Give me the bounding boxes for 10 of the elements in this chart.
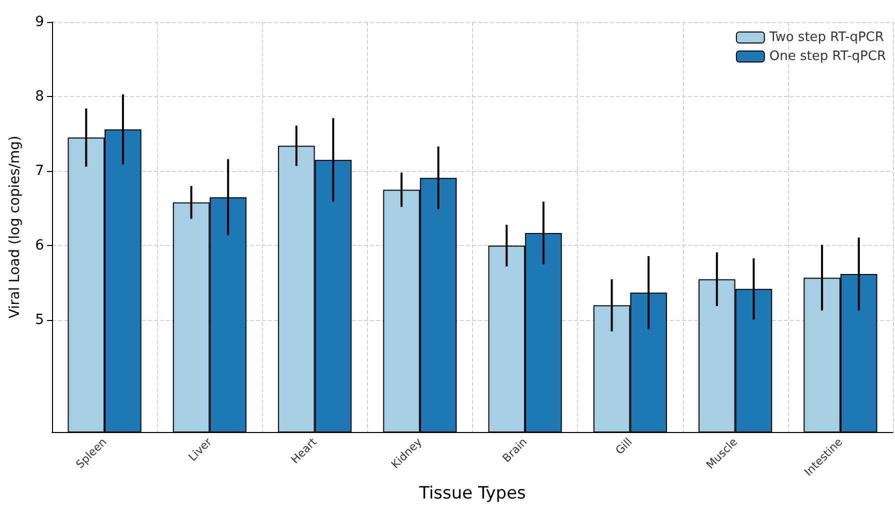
y-tick-label: 8 — [35, 88, 44, 105]
y-tick-label: 5 — [35, 312, 44, 328]
y-axis-title: Viral Load (log copies/mg) — [7, 136, 23, 318]
legend-label: One step RT-qPCR — [769, 49, 886, 64]
x-tick-label: Gill — [613, 435, 635, 458]
y-tick-label: 7 — [35, 163, 44, 180]
legend-label: Two step RT-qPCR — [768, 30, 884, 45]
y-tick-label: 6 — [35, 238, 44, 254]
y-tick-label: 9 — [35, 14, 44, 30]
x-axis-title: Tissue Types — [418, 484, 526, 504]
